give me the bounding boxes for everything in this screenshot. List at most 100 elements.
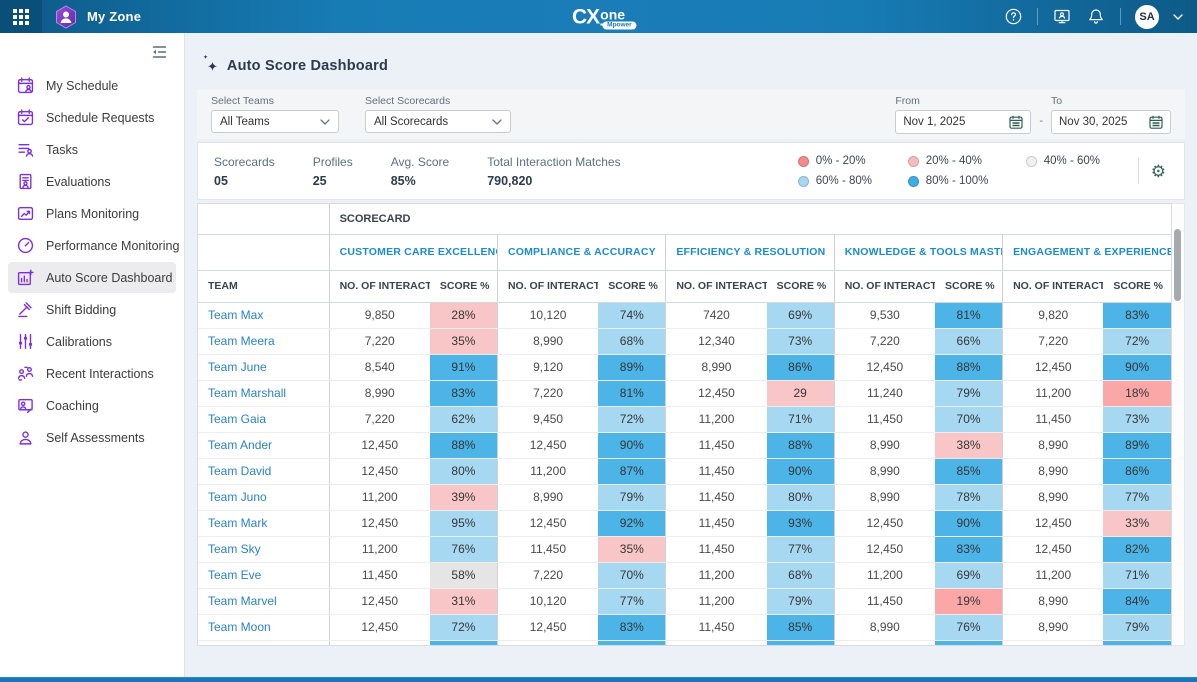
- score-value: 87%: [598, 458, 666, 485]
- team-link[interactable]: Team Moon: [198, 614, 330, 641]
- score-value: 77%: [598, 588, 666, 615]
- score-value: 86%: [1103, 458, 1171, 485]
- interactions-value: 8,990: [833, 484, 936, 511]
- team-link[interactable]: Team Sky: [198, 536, 330, 563]
- stat-value: 05: [214, 173, 228, 188]
- interactions-value: [496, 640, 599, 645]
- calendar-user-icon: [17, 77, 34, 94]
- sidebar-item-tasks[interactable]: Tasks: [8, 134, 176, 165]
- calendar-icon[interactable]: [1149, 115, 1163, 129]
- interactions-value: 11,450: [665, 536, 767, 563]
- sidebar-item-coaching[interactable]: Coaching: [8, 390, 176, 421]
- team-link[interactable]: Team Juno: [198, 484, 330, 511]
- legend-label: 0% - 20%: [815, 155, 866, 167]
- from-date-input[interactable]: Nov 1, 2025: [895, 109, 1032, 134]
- scorecard-column-header: ENGAGEMENT & EXPERIENCE: [1002, 234, 1171, 271]
- task-list-icon: [17, 141, 34, 158]
- teams-dropdown[interactable]: All Teams: [211, 110, 339, 133]
- interactions-value: 12,450: [1002, 354, 1104, 381]
- score-value: 28%: [429, 302, 498, 329]
- sidebar-item-recent-interactions[interactable]: Recent Interactions: [8, 358, 176, 389]
- interactions-value: 11,450: [665, 484, 767, 511]
- legend-item: 0% - 20%: [797, 155, 908, 167]
- team-link[interactable]: Team Mark: [198, 510, 330, 537]
- legend-item: 80% - 100%: [907, 175, 1026, 187]
- to-date-input[interactable]: Nov 30, 2025: [1051, 109, 1171, 134]
- stat-label: Scorecards: [214, 154, 275, 169]
- score-value: 62%: [429, 406, 498, 433]
- sidebar: My Schedule Schedule Requests Tasks Evaluat…: [0, 33, 185, 682]
- score-value: 19%: [935, 588, 1003, 615]
- sidebar-item-my-schedule[interactable]: My Schedule: [8, 70, 176, 101]
- sidebar-item-evaluations[interactable]: Evaluations: [8, 166, 176, 197]
- score-value: 38%: [935, 432, 1003, 459]
- legend-dot-icon: [907, 155, 919, 167]
- sidebar-nav: My Schedule Schedule Requests Tasks Evaluat…: [0, 69, 184, 454]
- user-avatar[interactable]: SA: [1135, 4, 1159, 29]
- interactions-value: 11,200: [1002, 562, 1104, 589]
- app-launcher-button[interactable]: [0, 0, 42, 33]
- app-title: My Zone: [87, 9, 142, 24]
- legend-dot-icon: [1025, 155, 1037, 167]
- team-link[interactable]: Team Eve: [198, 562, 330, 589]
- waffle-grid-icon: [13, 8, 29, 25]
- stats-panel: Scorecards 05 Profiles 25 Avg. Score 85% Total…: [197, 142, 1185, 200]
- interactions-value: 12,450: [328, 588, 430, 615]
- team-link[interactable]: Team Max: [198, 302, 330, 329]
- sidebar-item-schedule-requests[interactable]: Schedule Requests: [8, 102, 176, 133]
- filter-panel: Select Teams All Teams Select Scorecards…: [197, 89, 1185, 139]
- score-value: 91%: [429, 354, 498, 381]
- scorecard-column-header: EFFICIENCY & RESOLUTION: [665, 234, 835, 271]
- score-value: [935, 640, 1003, 645]
- to-date-value: Nov 30, 2025: [1059, 115, 1128, 128]
- score-value: 84%: [1103, 588, 1171, 615]
- people-arrows-icon: [17, 365, 34, 382]
- avatar-chevron-down-icon[interactable]: [1173, 13, 1183, 20]
- scrollbar-thumb[interactable]: [1174, 229, 1181, 301]
- interactions-value: 7,220: [833, 328, 936, 355]
- notifications-bell-icon[interactable]: [1086, 7, 1106, 27]
- score-value: 18%: [1103, 380, 1171, 407]
- team-link[interactable]: Team June: [198, 354, 330, 381]
- team-link[interactable]: Team Marvel: [198, 588, 330, 615]
- score-value: 79%: [935, 380, 1003, 407]
- chart-arrow-icon: [17, 205, 34, 222]
- table-row: Team Marshall 8,990 83% 7,220 81% 12,450 29 11,…: [198, 380, 1171, 407]
- to-label: To: [1051, 94, 1063, 107]
- sidebar-collapse-icon[interactable]: [151, 45, 168, 59]
- team-link[interactable]: Team Ander: [198, 432, 330, 459]
- sidebar-item-label: Shift Bidding: [46, 302, 117, 317]
- sidebar-item-calibrations[interactable]: Calibrations: [8, 326, 176, 357]
- interactions-value: 12,450: [328, 510, 430, 537]
- interactions-value: 8,990: [1002, 458, 1104, 485]
- help-icon[interactable]: [1003, 7, 1023, 27]
- sidebar-item-performance-monitoring[interactable]: Performance Monitoring: [8, 230, 179, 261]
- training-monitor-icon[interactable]: [1052, 7, 1072, 27]
- score-value: 90%: [598, 432, 666, 459]
- team-link[interactable]: Team Marshall: [198, 380, 330, 407]
- team-link[interactable]: Team Meera: [198, 328, 330, 355]
- sidebar-item-plans-monitoring[interactable]: Plans Monitoring: [8, 198, 176, 229]
- score-value: 83%: [429, 380, 498, 407]
- interactions-column-header: NO. OF INTERACTI...: [665, 270, 767, 303]
- stats-row: Scorecards 05 Profiles 25 Avg. Score 85% Total…: [214, 155, 621, 188]
- interactions-value: [328, 640, 430, 645]
- vertical-scrollbar[interactable]: [1172, 203, 1185, 646]
- interactions-value: [833, 640, 936, 645]
- sidebar-item-self-assessments[interactable]: Self Assessments: [8, 422, 176, 453]
- interactions-value: 11,200: [1002, 380, 1104, 407]
- team-link[interactable]: Team Gaia: [198, 406, 330, 433]
- person-icon: [17, 429, 34, 446]
- settings-gear-icon[interactable]: ⚙: [1150, 161, 1166, 181]
- cxone-logo-one: one: [600, 6, 626, 25]
- calendar-icon[interactable]: [1009, 115, 1023, 129]
- team-link[interactable]: Team David: [198, 458, 330, 485]
- sliders-icon: [17, 333, 34, 350]
- sidebar-item-auto-score-dashboard[interactable]: Auto Score Dashboard: [8, 262, 176, 293]
- teams-dropdown-value: All Teams: [220, 115, 270, 128]
- date-range-separator: -: [1039, 114, 1043, 127]
- legend-dot-icon: [907, 175, 919, 187]
- sidebar-item-shift-bidding[interactable]: Shift Bidding: [8, 294, 176, 325]
- score-column-header: SCORE %: [598, 270, 666, 303]
- scorecards-dropdown[interactable]: All Scorecards: [365, 110, 511, 133]
